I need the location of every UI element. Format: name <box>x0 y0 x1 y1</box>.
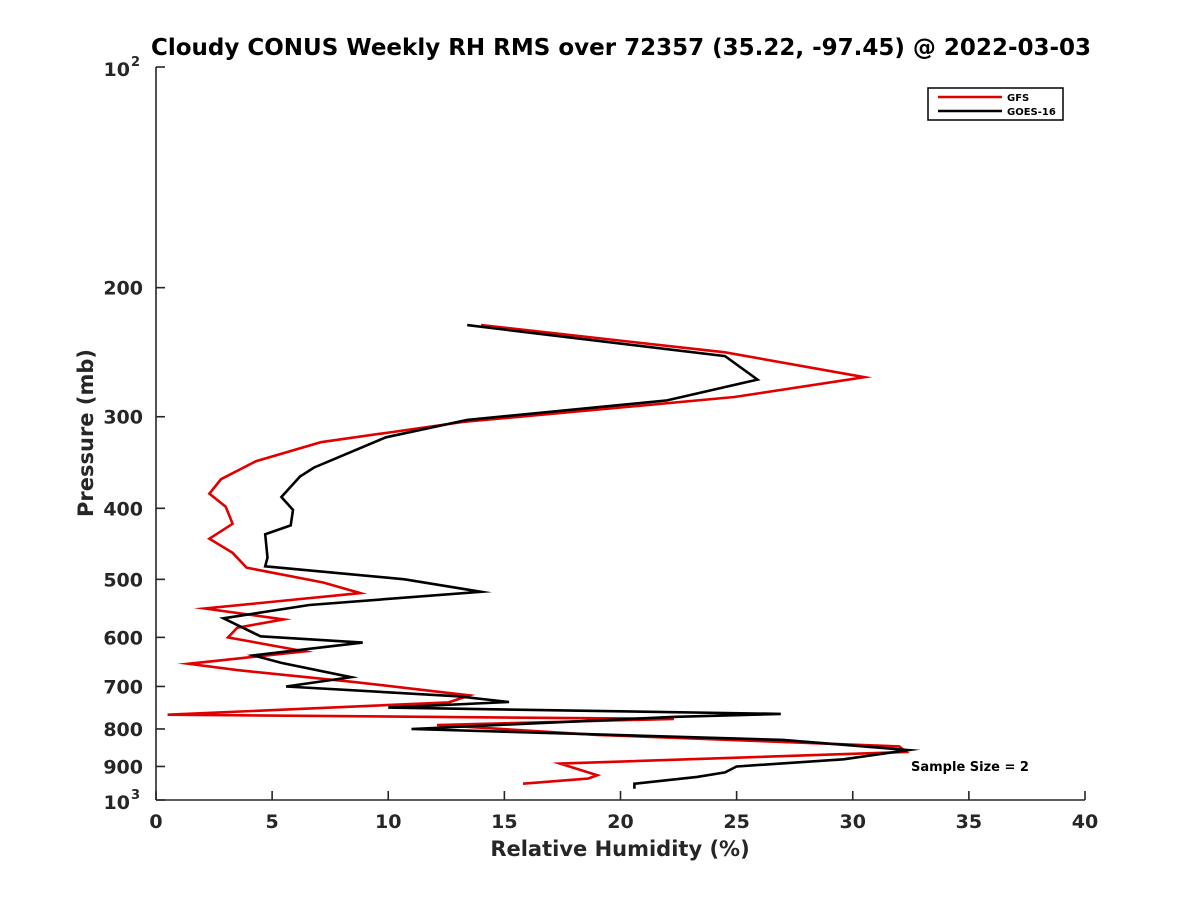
legend-box <box>927 87 1064 121</box>
y-axis-label: Pressure (mb) <box>74 349 98 517</box>
y-tick-label: 400 <box>103 498 143 520</box>
y-tick-label: 600 <box>103 627 143 649</box>
legend-label-gfs: GFS <box>1007 93 1029 104</box>
legend: GFS GOES-16 <box>927 87 1064 121</box>
y-tick-label: 10 <box>104 792 130 814</box>
x-tick-label: 20 <box>607 811 633 833</box>
series-line-goes16 <box>219 323 921 789</box>
y-tick-label: 500 <box>103 569 143 591</box>
y-tick-label: 300 <box>103 407 143 429</box>
x-tick-label: 40 <box>1072 811 1098 833</box>
y-tick-label: 800 <box>103 719 143 741</box>
x-axis-label: Relative Humidity (%) <box>490 837 749 861</box>
chart-title: Cloudy CONUS Weekly RH RMS over 72357 (3… <box>151 35 1091 61</box>
y-tick-label: 700 <box>103 676 143 698</box>
x-tick-label: 5 <box>266 811 279 833</box>
x-tick-label: 25 <box>723 811 749 833</box>
x-tick-label: 35 <box>956 811 982 833</box>
y-tick-label: 10 <box>104 59 130 81</box>
y-tick-exponent: 3 <box>131 788 140 803</box>
x-tick-label: 10 <box>375 811 401 833</box>
y-tick-exponent: 2 <box>131 55 140 70</box>
sample-size-annotation: Sample Size = 2 <box>911 760 1029 775</box>
x-tick-label: 15 <box>491 811 517 833</box>
y-tick-label: 200 <box>103 278 143 300</box>
series-layer <box>167 323 921 789</box>
legend-label-goes16: GOES-16 <box>1007 107 1056 118</box>
x-tick-label: 30 <box>840 811 866 833</box>
series-line-gfs <box>167 323 910 785</box>
x-tick-label: 0 <box>149 811 162 833</box>
y-tick-label: 900 <box>103 756 143 778</box>
